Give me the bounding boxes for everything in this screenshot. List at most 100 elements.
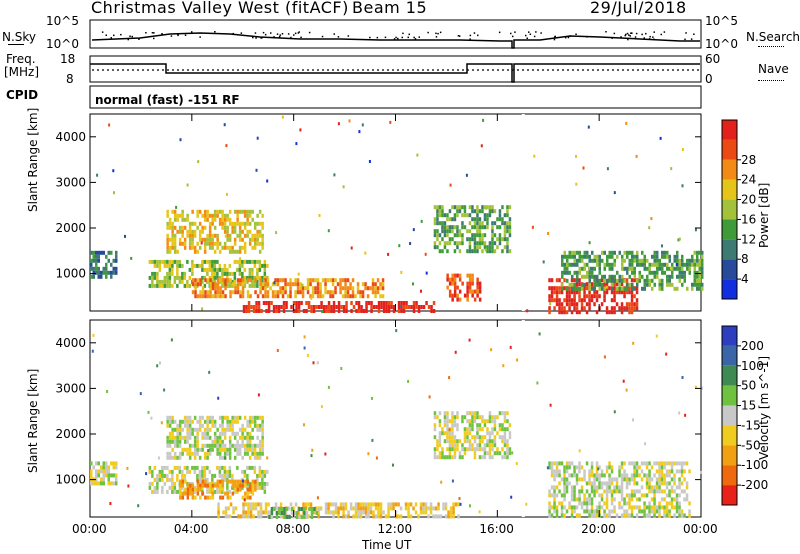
echo-cell (100, 469, 103, 474)
echo-cell (553, 469, 556, 474)
echo-cell (333, 173, 336, 177)
echo-cell (374, 294, 377, 299)
echo-cell (236, 233, 239, 238)
echo-cell (275, 305, 278, 309)
echo-cell (483, 443, 487, 448)
echo-cell (241, 221, 244, 226)
echo-cell (171, 469, 174, 474)
echo-cell (613, 262, 616, 267)
nsearch-label: N.Search (746, 30, 800, 44)
nsky-dot (337, 36, 340, 38)
echo-cell (632, 418, 634, 422)
echo-cell (231, 245, 234, 250)
echo-cell (448, 431, 452, 436)
echo-cell (191, 465, 194, 470)
echo-cell (367, 452, 370, 456)
echo-cell (171, 427, 174, 432)
echo-cell (620, 473, 624, 478)
echo-cell (349, 502, 353, 507)
echo-cell (246, 479, 250, 484)
echo-cell (115, 250, 118, 255)
echo-cell (305, 301, 308, 305)
echo-cell (344, 502, 348, 507)
echo-cell (137, 504, 140, 508)
echo-cell (385, 305, 388, 309)
echo-cell (188, 455, 192, 460)
echo-cell (618, 290, 621, 295)
echo-cell (261, 241, 264, 246)
echo-cell (294, 290, 297, 295)
nsky-dot (653, 38, 655, 40)
echo-cell (658, 477, 661, 482)
echo-cell (241, 282, 245, 287)
echo-cell (476, 285, 479, 290)
echo-cell (404, 502, 408, 507)
echo-cell (208, 469, 212, 474)
echo-cell (253, 415, 257, 420)
echo-cell (163, 473, 167, 478)
nsky-dot (402, 32, 404, 35)
echo-cell (329, 294, 332, 299)
echo-cell (186, 217, 189, 222)
echo-cell (644, 442, 647, 446)
echo-cell (176, 431, 179, 436)
echo-cell (456, 411, 459, 416)
echo-cell (696, 258, 699, 263)
echo-cell (645, 473, 649, 478)
echo-cell (563, 505, 566, 510)
echo-cell (251, 233, 254, 238)
echo-cell (112, 270, 115, 275)
echo-cell (412, 228, 415, 232)
echo-cell (623, 473, 626, 478)
echo-cell (241, 439, 244, 444)
echo-cell (248, 275, 252, 280)
echo-cell (229, 495, 232, 500)
echo-cell (638, 505, 641, 510)
echo-cell (471, 293, 474, 298)
echo-cell (668, 469, 671, 474)
echo-cell (199, 290, 202, 295)
echo-cell (605, 282, 609, 287)
echo-cell (501, 427, 504, 432)
echo-cell (254, 479, 257, 484)
echo-cell (176, 455, 179, 460)
echo-cell (678, 505, 681, 510)
echo-cell (437, 514, 440, 519)
echo-cell (243, 415, 247, 420)
echo-cell (374, 514, 378, 519)
nsearch-tick-high: 10^5 (705, 14, 738, 28)
echo-cell (332, 514, 335, 519)
echo-cell (590, 509, 594, 514)
echo-cell (466, 435, 469, 440)
echo-cell (277, 309, 281, 313)
echo-cell (249, 487, 252, 492)
echo-cell (357, 506, 360, 511)
echo-cell (576, 262, 579, 267)
echo-cell (478, 209, 482, 214)
echo-cell (430, 309, 433, 313)
echo-cell (453, 277, 457, 282)
echo-cell (691, 286, 694, 291)
echo-cell (253, 443, 257, 448)
echo-cell (346, 294, 350, 299)
nsky-dot (264, 33, 267, 36)
echo-cell (211, 213, 214, 218)
echo-cell (630, 290, 634, 295)
echo-cell (178, 465, 182, 470)
echo-cell (176, 473, 179, 478)
echo-cell (553, 509, 556, 514)
echo-cell (561, 270, 564, 275)
echo-cell (252, 309, 256, 313)
echo-cell (414, 510, 418, 515)
echo-cell (685, 485, 689, 490)
echo-cell (643, 278, 646, 283)
echo-cell (451, 479, 454, 483)
echo-cell (191, 483, 195, 488)
echo-cell (493, 221, 497, 226)
echo-cell (339, 278, 342, 283)
echo-cell (605, 513, 609, 518)
echo-cell (265, 301, 268, 305)
echo-cell (266, 294, 270, 299)
echo-cell (204, 483, 207, 488)
echo-cell (458, 297, 462, 302)
